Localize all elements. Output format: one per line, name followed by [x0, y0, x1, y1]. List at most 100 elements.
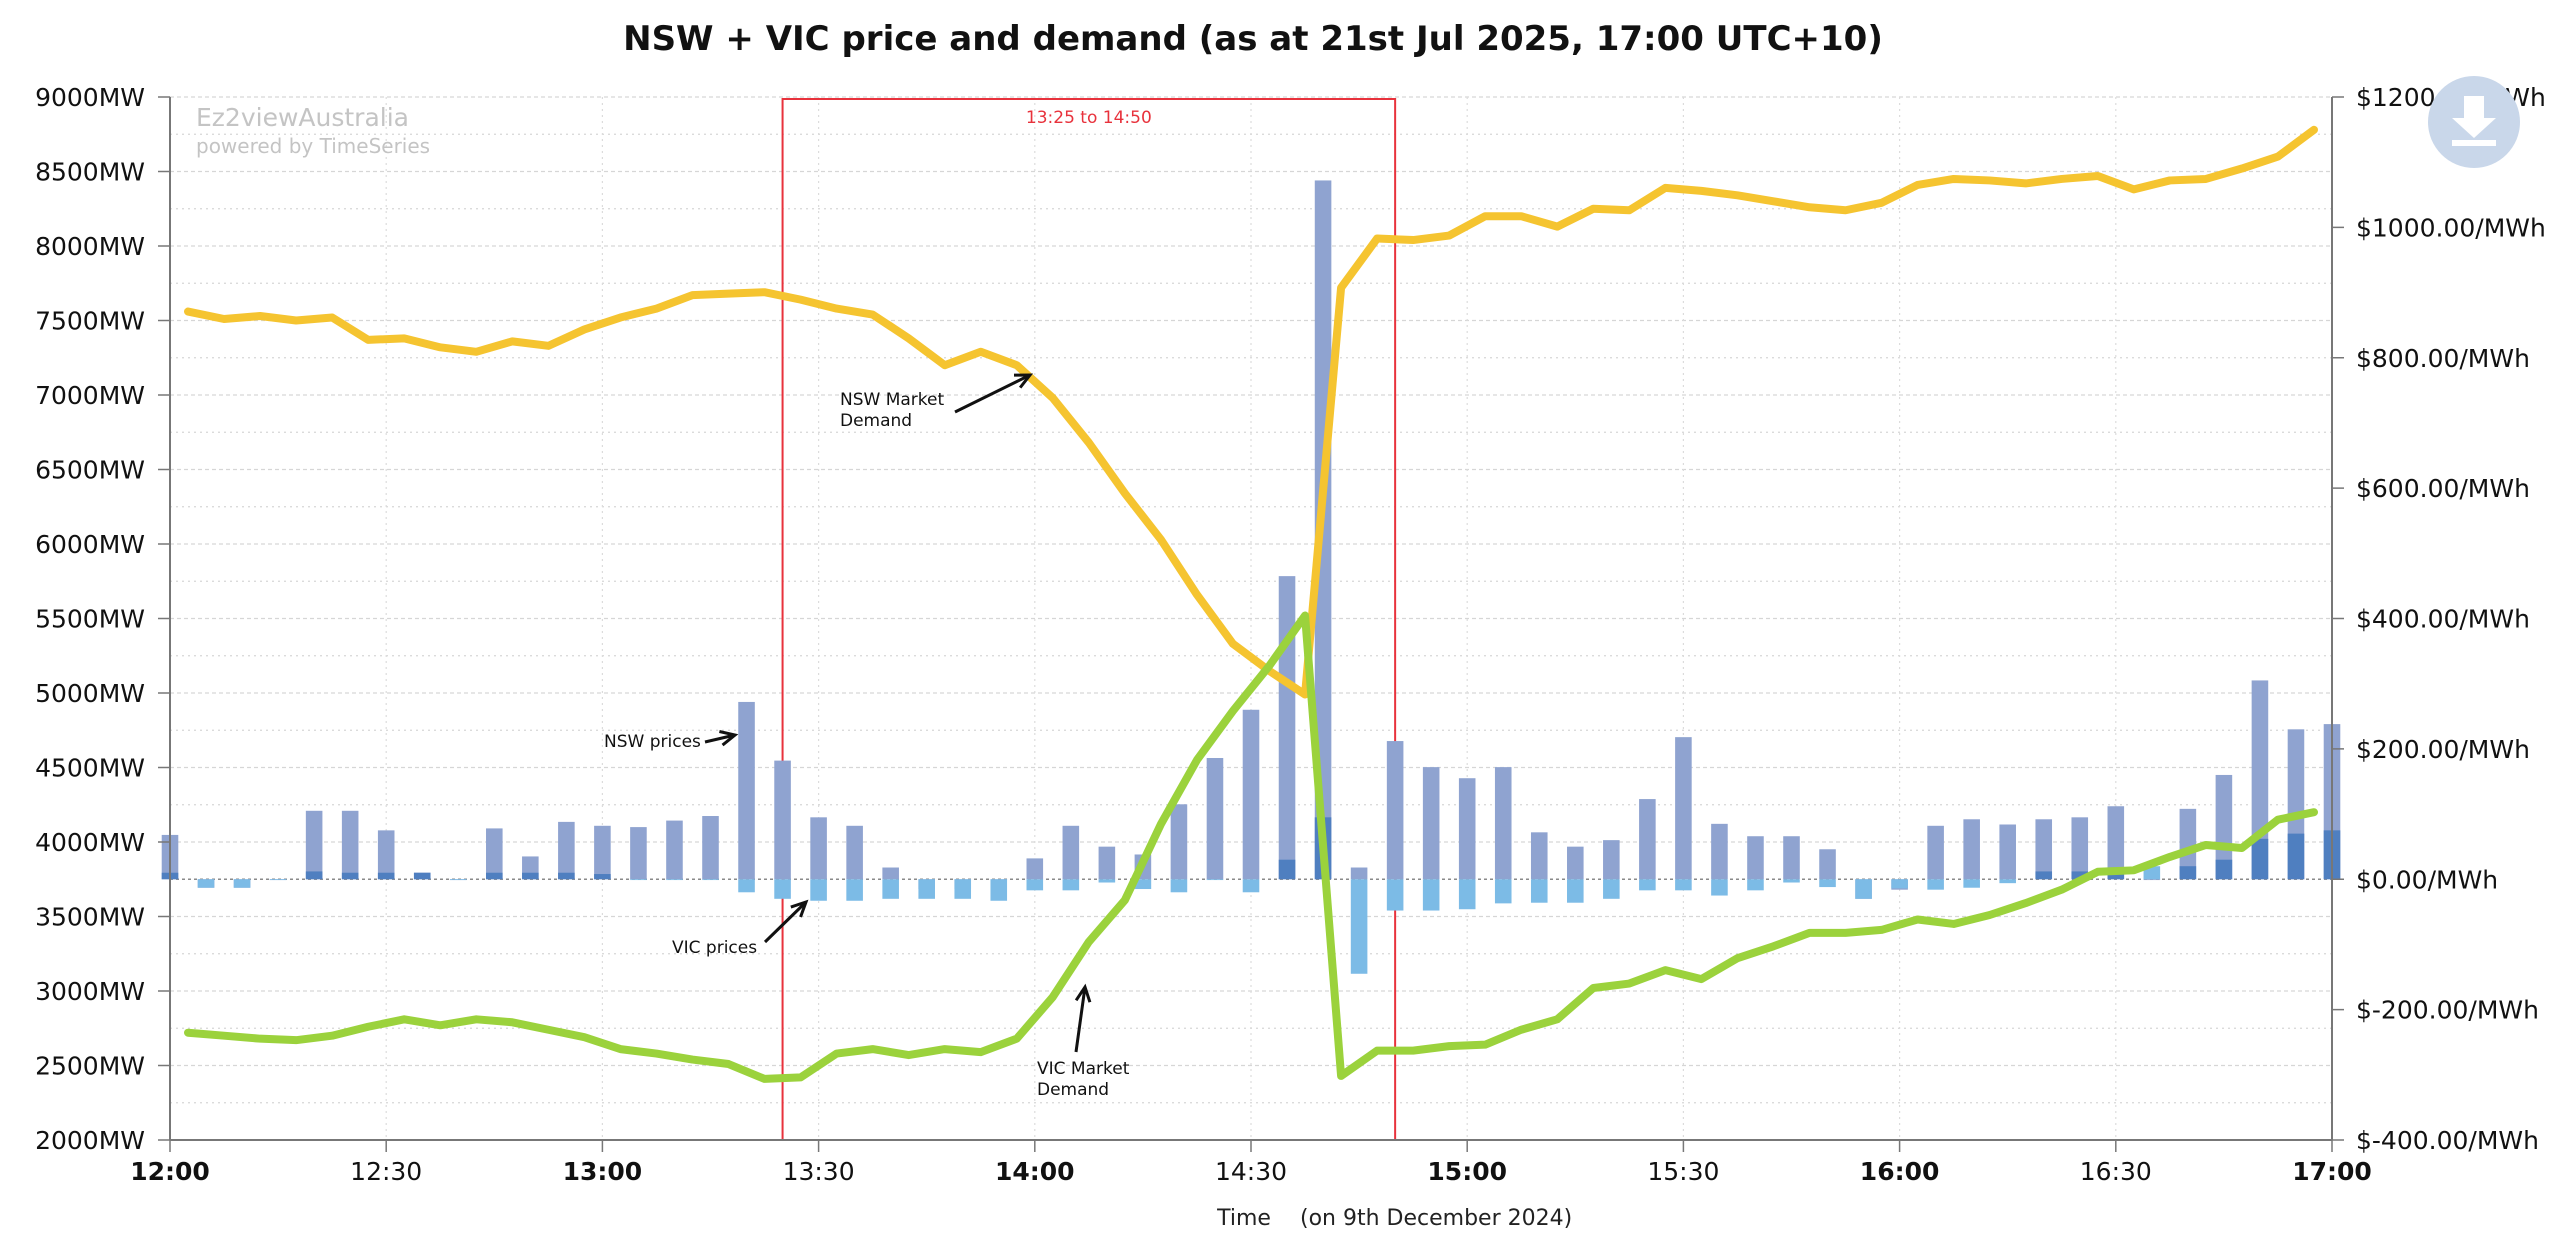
vic-price-bar — [449, 879, 467, 881]
x-tick-label: 13:00 — [563, 1157, 643, 1186]
nsw-price-bar — [630, 827, 647, 880]
nsw-price-bar — [1711, 823, 1728, 880]
download-button[interactable] — [2428, 76, 2520, 168]
annotation-nsw-prices-arrow — [704, 733, 736, 744]
vic-price-bar — [810, 879, 827, 901]
annotation-nsw-demand: Demand — [840, 411, 912, 431]
download-icon — [2452, 96, 2496, 146]
y-left-tick-label: 6500MW — [35, 456, 145, 485]
y-right-tick-label: $0.00/MWh — [2356, 865, 2498, 894]
vic-price-bar — [2107, 871, 2125, 880]
y-right-tick-label: $1000.00/MWh — [2356, 213, 2546, 242]
nsw-price-bar — [702, 816, 719, 880]
vic-price-bar — [305, 871, 323, 880]
vic-price-bar — [1278, 859, 1296, 880]
y-left-tick-label: 5500MW — [35, 605, 145, 634]
y-right-tick-label: $800.00/MWh — [2356, 344, 2530, 373]
vic-price-bar — [738, 879, 755, 893]
vic-price-bar — [1062, 879, 1080, 891]
y-left-tick-label: 9000MW — [35, 83, 145, 112]
vic-price-bar — [269, 879, 287, 881]
vic-price-bar — [1206, 879, 1224, 881]
nsw-price-bar — [1386, 741, 1404, 880]
x-tick-label: 12:00 — [130, 1157, 210, 1186]
nsw-price-bar — [738, 701, 755, 880]
nsw-price-bar — [1278, 576, 1296, 880]
annotation-vic-demand: Demand — [1037, 1080, 1109, 1100]
nsw-price-bar — [1567, 846, 1584, 880]
vic-price-bar — [1134, 879, 1152, 890]
y-left-tick-label: 3500MW — [35, 903, 145, 932]
y-left-tick-label: 2500MW — [35, 1052, 145, 1081]
vic-price-bar — [1422, 879, 1440, 911]
vic-price-bar — [1350, 879, 1368, 974]
nsw-price-bar — [1675, 737, 1692, 880]
vic-price-bar — [1567, 879, 1584, 903]
nsw-price-bar — [305, 810, 323, 880]
x-axis-label: Time — [1216, 1206, 1271, 1231]
y-right-tick-label: $600.00/MWh — [2356, 474, 2530, 503]
vic-price-bar — [1999, 879, 2016, 884]
vic-price-bar — [2215, 859, 2233, 880]
annotation-vic-prices-arrow — [763, 900, 808, 944]
vic-price-bar — [522, 872, 539, 880]
vic-price-bar — [918, 879, 935, 899]
demand-lines — [184, 125, 2318, 1083]
x-tick-label: 16:00 — [1860, 1157, 1940, 1186]
y-left-tick-label: 2000MW — [35, 1126, 145, 1155]
vic-price-bar — [1639, 879, 1656, 891]
vic-price-bar — [1386, 879, 1404, 911]
nsw-price-bar — [486, 828, 503, 880]
nsw-market-demand-line — [184, 125, 2318, 699]
nsw-price-bar — [377, 830, 395, 880]
vic-market-demand-line — [184, 611, 2318, 1083]
vic-price-bar — [1855, 879, 1872, 899]
nsw-price-bar — [1639, 799, 1656, 880]
nsw-price-bar — [1170, 804, 1188, 880]
nsw-price-bar — [341, 810, 359, 880]
chart-title: NSW + VIC price and demand (as at 21st J… — [623, 19, 1883, 59]
vic-price-bar — [594, 874, 611, 880]
vic-price-bar — [2179, 866, 2197, 880]
vic-price-bar — [666, 879, 683, 881]
nsw-price-bar — [1530, 832, 1548, 880]
nsw-price-bar — [1783, 836, 1800, 880]
annotation-vic-demand-arrowhead — [1074, 983, 1092, 1003]
nsw-price-bar — [2071, 817, 2089, 880]
nsw-price-bar — [1098, 846, 1116, 880]
nsw-price-bar — [1747, 836, 1764, 880]
vic-price-bar — [558, 872, 575, 880]
vic-price-bar — [1170, 879, 1188, 893]
vic-price-bar — [846, 879, 863, 901]
x-tick-label: 16:30 — [2080, 1157, 2152, 1186]
vic-price-bar — [2071, 871, 2089, 880]
vic-price-bar — [1963, 879, 1980, 888]
nsw-price-bar — [1927, 825, 1944, 880]
vic-price-bar — [1711, 879, 1728, 896]
x-tick-label: 17:00 — [2292, 1157, 2372, 1186]
nsw-price-bar — [1422, 767, 1440, 880]
vic-price-bar — [630, 879, 647, 881]
y-right-tick-label: $-200.00/MWh — [2356, 996, 2539, 1025]
vic-price-bar — [1891, 879, 1908, 889]
x-tick-label: 14:00 — [995, 1157, 1075, 1186]
nsw-price-bar — [2035, 819, 2053, 880]
vic-price-bar — [882, 879, 899, 899]
vic-price-bar — [1530, 879, 1548, 903]
vic-price-bar — [2035, 871, 2053, 880]
nsw-price-bar — [1350, 867, 1368, 880]
nsw-price-bar — [1603, 840, 1620, 880]
x-tick-label: 14:30 — [1215, 1157, 1287, 1186]
vic-price-bar — [413, 872, 431, 880]
annotation-vic-prices: VIC prices — [672, 938, 757, 958]
vic-price-bar — [990, 879, 1008, 901]
vic-price-bar — [774, 879, 791, 899]
y-left-tick-label: 4000MW — [35, 828, 145, 857]
vic-price-bar — [1026, 879, 1044, 891]
vic-price-bar — [1927, 879, 1944, 890]
annotation-nsw-demand-arrowhead — [1013, 373, 1034, 389]
y-left-tick-label: 4500MW — [35, 754, 145, 783]
nsw-price-bar — [2143, 879, 2161, 881]
